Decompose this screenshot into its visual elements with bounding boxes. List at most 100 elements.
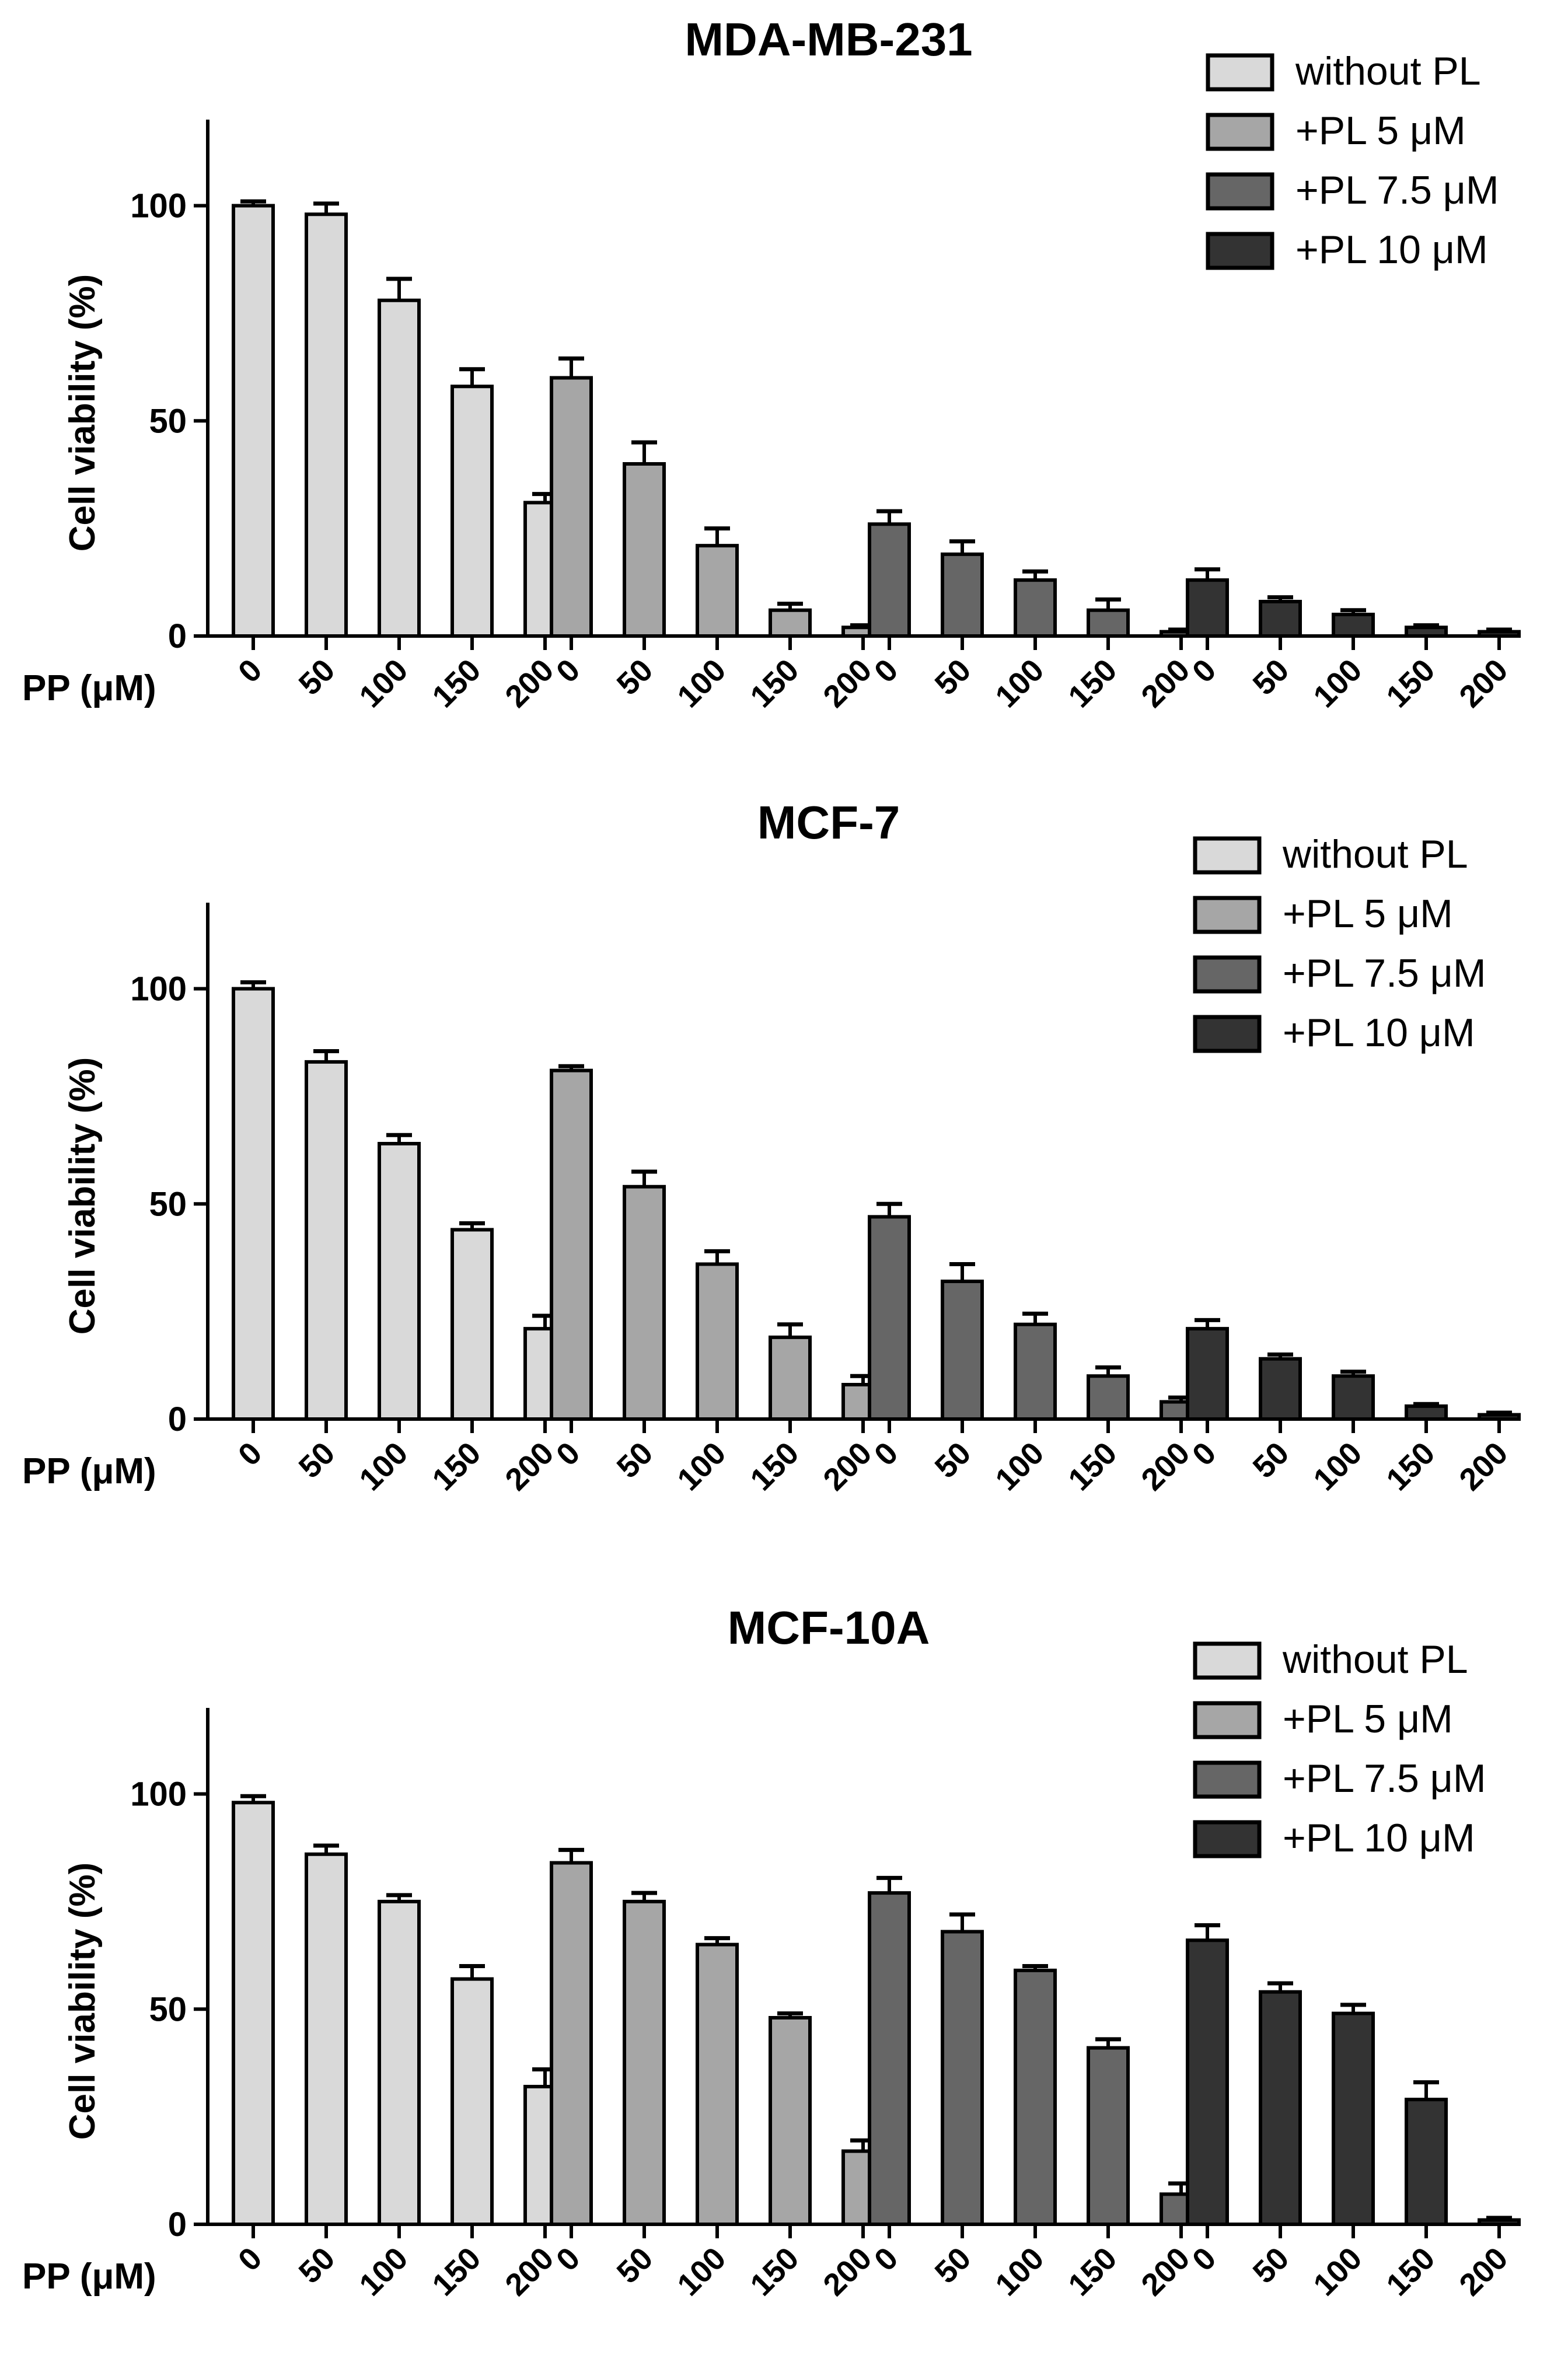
bar xyxy=(378,298,421,638)
legend-swatch xyxy=(1193,1760,1262,1799)
bar xyxy=(1259,600,1302,638)
x-tick-label: 100 xyxy=(989,652,1050,714)
bar xyxy=(1186,1938,1229,2226)
x-tick-label: 100 xyxy=(989,2241,1050,2302)
x-tick-label: 50 xyxy=(1246,2241,1296,2290)
x-tick-label: 150 xyxy=(425,652,487,714)
bar xyxy=(378,1899,421,2226)
x-tick-label: 100 xyxy=(352,652,414,714)
bar xyxy=(1087,1374,1130,1421)
x-tick-label: 200 xyxy=(1452,2241,1514,2302)
bar xyxy=(1186,578,1229,638)
x-tick-label: 100 xyxy=(352,2241,414,2302)
bar xyxy=(550,376,593,638)
x-tick-label: 100 xyxy=(670,2241,732,2302)
bar xyxy=(1478,630,1521,638)
x-tick-label: 50 xyxy=(292,652,342,702)
bar xyxy=(451,1977,494,2226)
x-tick-label: 50 xyxy=(928,1435,978,1485)
legend-swatch xyxy=(1193,836,1262,875)
x-tick-label: 100 xyxy=(989,1435,1050,1497)
bar xyxy=(1014,578,1057,638)
x-tick-label: 150 xyxy=(1380,652,1441,714)
bar xyxy=(941,1930,984,2226)
x-tick-label: 0 xyxy=(232,1435,269,1473)
bar xyxy=(1186,1327,1229,1421)
legend-label: +PL 7.5 μM xyxy=(1283,951,1486,995)
bar xyxy=(696,1262,739,1421)
x-tick-label: 150 xyxy=(743,1435,805,1497)
bar xyxy=(1087,608,1130,638)
x-tick-label: 0 xyxy=(868,2241,905,2278)
x-tick-label: 50 xyxy=(928,2241,978,2290)
x-tick-label: 150 xyxy=(1061,1435,1123,1497)
legend-label: +PL 5 μM xyxy=(1295,109,1466,153)
x-tick-label: 0 xyxy=(232,652,269,690)
bar xyxy=(1405,2098,1448,2226)
x-tick-label: 0 xyxy=(868,652,905,690)
bar xyxy=(305,1060,348,1421)
bar xyxy=(1478,2218,1521,2226)
bar xyxy=(941,552,984,638)
bar xyxy=(305,1852,348,2226)
bar xyxy=(1014,1322,1057,1421)
x-tick-label: 150 xyxy=(1061,2241,1123,2302)
chart-title: MCF-10A xyxy=(728,1602,930,1654)
legend-label: without PL xyxy=(1282,832,1468,876)
x-tick-label: 0 xyxy=(550,2241,587,2278)
x-tick-label: 100 xyxy=(352,1435,414,1497)
y-tick-label: 100 xyxy=(130,970,187,1008)
y-tick-label: 50 xyxy=(149,402,187,440)
legend-swatch xyxy=(1193,1641,1262,1680)
x-tick-label: 0 xyxy=(1186,2241,1223,2278)
x-tick-label: 100 xyxy=(1307,652,1368,714)
x-tick-label: 200 xyxy=(816,1435,878,1497)
y-tick-label: 0 xyxy=(168,2206,187,2244)
x-tick-label: 200 xyxy=(1134,1435,1196,1497)
bar xyxy=(623,462,666,638)
y-axis-label: Cell viability (%) xyxy=(62,1057,103,1334)
legend-swatch xyxy=(1193,1701,1262,1739)
bar xyxy=(868,1891,911,2226)
x-tick-label: 150 xyxy=(1380,2241,1441,2302)
x-tick-label: 150 xyxy=(425,1435,487,1497)
x-tick-label: 0 xyxy=(1186,652,1223,690)
x-tick-label: 150 xyxy=(743,652,805,714)
x-tick-label: 200 xyxy=(816,652,878,714)
bar xyxy=(451,385,494,638)
bar xyxy=(1332,2011,1375,2226)
bar xyxy=(1405,626,1448,638)
x-tick-label: 100 xyxy=(1307,1435,1368,1497)
x-tick-label: 200 xyxy=(1134,652,1196,714)
bar xyxy=(1087,2046,1130,2226)
x-tick-label: 50 xyxy=(1246,652,1296,702)
x-tick-label: 50 xyxy=(292,2241,342,2290)
bar xyxy=(1332,613,1375,638)
bar xyxy=(868,522,911,638)
legend-swatch xyxy=(1193,896,1262,934)
bar xyxy=(696,544,739,638)
x-tick-label: 200 xyxy=(816,2241,878,2302)
bar xyxy=(769,1335,812,1421)
x-tick-label: 150 xyxy=(425,2241,487,2302)
x-tick-label: 0 xyxy=(232,2241,269,2278)
bar xyxy=(378,1142,421,1421)
x-tick-label: 50 xyxy=(928,652,978,702)
x-tick-label: 50 xyxy=(610,1435,660,1485)
x-tick-label: 50 xyxy=(610,2241,660,2290)
bar xyxy=(941,1280,984,1421)
x-tick-label: 200 xyxy=(1452,652,1514,714)
x-axis-label: PP (μM) xyxy=(22,668,156,708)
chart-title: MCF-7 xyxy=(757,796,900,848)
bar xyxy=(451,1228,494,1421)
bar xyxy=(623,1185,666,1421)
y-tick-label: 50 xyxy=(149,1990,187,2028)
y-tick-label: 0 xyxy=(168,617,187,655)
bar xyxy=(232,204,275,638)
x-tick-label: 50 xyxy=(1246,1435,1296,1485)
x-tick-label: 100 xyxy=(670,1435,732,1497)
legend-label: +PL 5 μM xyxy=(1283,892,1453,936)
